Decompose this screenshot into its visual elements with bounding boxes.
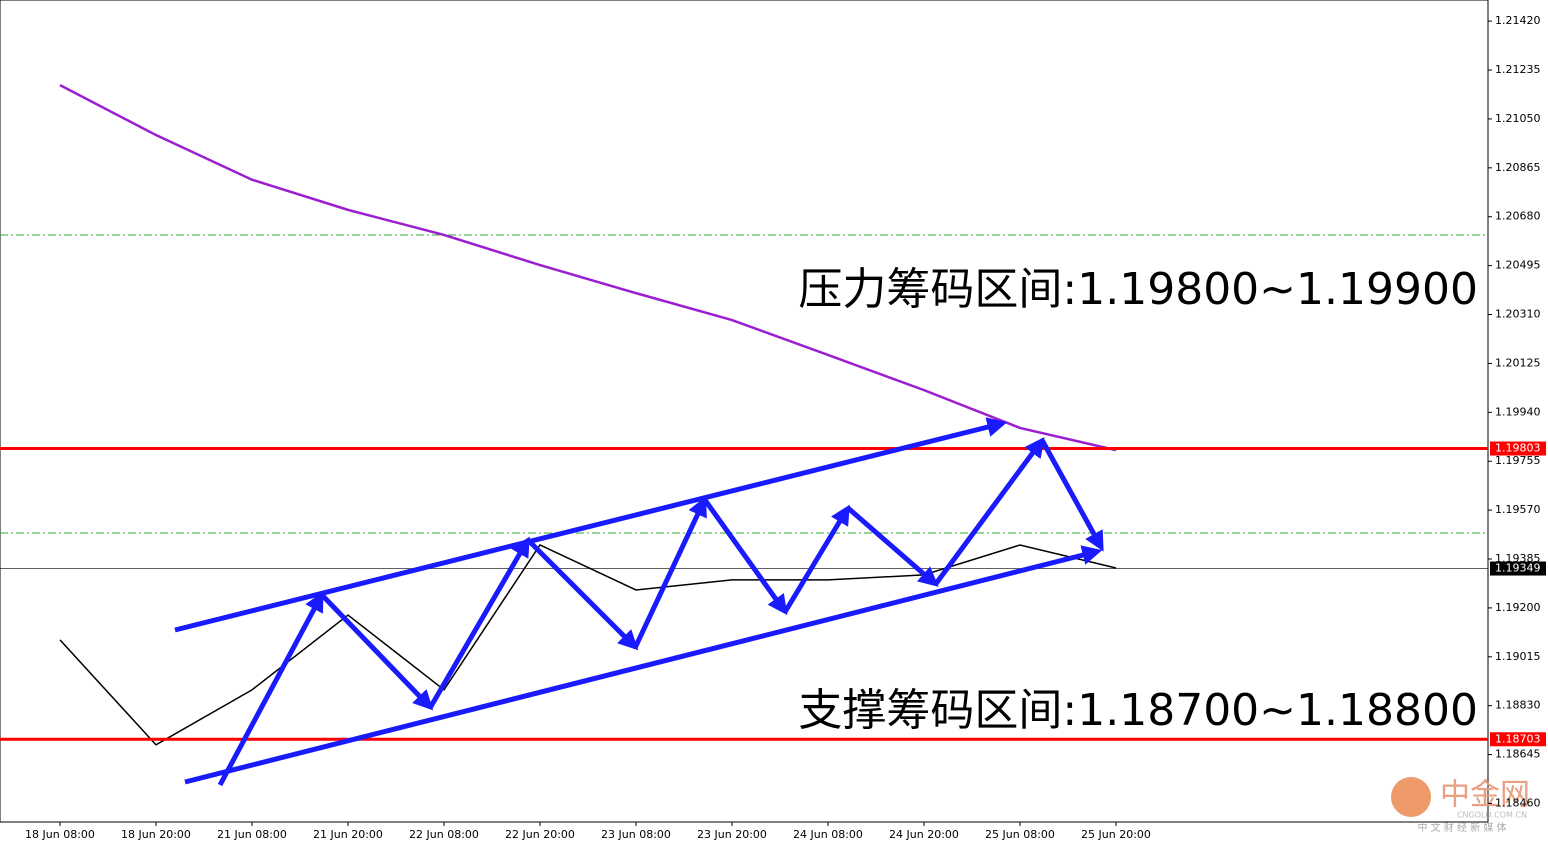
arrow	[427, 536, 530, 710]
x-tick-label: 25 Jun 20:00	[1081, 828, 1151, 841]
x-tick-label: 21 Jun 20:00	[313, 828, 383, 841]
arrow	[782, 504, 850, 614]
y-tick-label: 1.21235	[1495, 63, 1541, 76]
x-tick-label: 22 Jun 20:00	[505, 828, 575, 841]
y-tick-label: 1.20125	[1495, 356, 1541, 369]
level-label-box	[1490, 441, 1546, 456]
arrow	[320, 593, 434, 711]
series-line	[59, 83, 1117, 452]
y-tick-label: 1.18645	[1495, 748, 1541, 761]
level-label: 1.19803	[1495, 442, 1541, 455]
arrow	[932, 436, 1045, 587]
y-tick-label: 1.19015	[1495, 650, 1541, 663]
annotation: 支撑筹码区间:1.18700~1.18800	[798, 685, 1478, 736]
y-tick-label: 1.19755	[1495, 454, 1541, 467]
x-tick-label: 22 Jun 08:00	[409, 828, 479, 841]
x-tick-label: 18 Jun 20:00	[121, 828, 191, 841]
y-tick-label: 1.20680	[1495, 210, 1541, 223]
x-tick-label: 24 Jun 20:00	[889, 828, 959, 841]
x-tick-label: 18 Jun 08:00	[25, 828, 95, 841]
x-tick-label: 25 Jun 08:00	[985, 828, 1055, 841]
y-tick-label: 1.18830	[1495, 699, 1541, 712]
level-label-box	[1490, 561, 1546, 576]
y-tick-label: 1.19200	[1495, 601, 1541, 614]
x-tick-label: 24 Jun 08:00	[793, 828, 863, 841]
logo-name: 中金网	[1440, 778, 1530, 813]
trend-arrows	[174, 417, 1104, 787]
x-tick-label: 23 Jun 20:00	[697, 828, 767, 841]
level-label-box	[1490, 732, 1546, 747]
y-tick-label: 1.19940	[1495, 405, 1541, 418]
y-tick-label: 1.21420	[1495, 14, 1541, 27]
logo-icon	[1391, 777, 1431, 817]
y-tick-label: 1.20865	[1495, 161, 1541, 174]
logo-site: CNGOLD.COM.CN	[1457, 811, 1527, 820]
y-tick-label: 1.20310	[1495, 308, 1541, 321]
arrow	[846, 506, 939, 587]
annotation: 压力筹码区间:1.19800~1.19900	[798, 264, 1478, 315]
arrow	[1039, 438, 1104, 552]
level-label: 1.19349	[1495, 562, 1541, 575]
arrow	[217, 591, 324, 787]
arrow	[702, 498, 788, 616]
x-tick-label: 21 Jun 08:00	[217, 828, 287, 841]
series-line	[59, 544, 1117, 746]
arrow	[526, 538, 639, 651]
arrow	[184, 545, 1103, 785]
y-tick-label: 1.21050	[1495, 112, 1541, 125]
y-tick-label: 1.19570	[1495, 503, 1541, 516]
logo-slogan: 中 文 财 经 新 媒 体	[1417, 821, 1506, 834]
x-tick-label: 23 Jun 08:00	[601, 828, 671, 841]
y-tick-label: 1.18460	[1495, 796, 1541, 809]
plot-area	[0, 0, 1489, 823]
y-tick-label: 1.20495	[1495, 259, 1541, 272]
arrow	[632, 496, 707, 650]
level-label: 1.18703	[1495, 732, 1541, 745]
